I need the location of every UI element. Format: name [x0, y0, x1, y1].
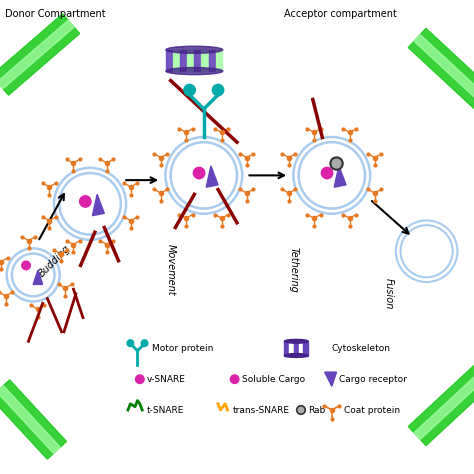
Text: Motor protein: Motor protein: [152, 344, 213, 353]
Bar: [201, 50, 208, 71]
Polygon shape: [206, 166, 218, 187]
Text: Soluble Cargo: Soluble Cargo: [242, 375, 305, 383]
Circle shape: [136, 375, 144, 383]
Bar: [294, 341, 298, 356]
Text: Fusion: Fusion: [383, 278, 394, 310]
Circle shape: [80, 196, 91, 207]
Bar: [216, 50, 222, 71]
Polygon shape: [414, 371, 474, 439]
Bar: [299, 341, 303, 356]
Circle shape: [330, 157, 343, 170]
Bar: [303, 341, 308, 356]
Ellipse shape: [284, 339, 308, 343]
Ellipse shape: [284, 354, 308, 357]
Circle shape: [212, 84, 224, 96]
Circle shape: [230, 375, 239, 383]
Text: trans-SNARE: trans-SNARE: [232, 406, 289, 414]
Text: Acceptor compartment: Acceptor compartment: [284, 9, 397, 19]
Bar: [289, 341, 293, 356]
Circle shape: [321, 167, 333, 179]
Circle shape: [22, 261, 30, 270]
Text: Budding: Budding: [36, 243, 73, 279]
Polygon shape: [325, 372, 337, 386]
Text: Movement: Movement: [165, 245, 176, 296]
Polygon shape: [33, 270, 43, 284]
Bar: [187, 50, 193, 71]
Bar: [166, 50, 172, 71]
Circle shape: [127, 340, 134, 346]
Polygon shape: [334, 166, 346, 187]
Polygon shape: [408, 28, 474, 109]
Ellipse shape: [166, 68, 223, 75]
Text: Cytoskeleton: Cytoskeleton: [332, 344, 391, 353]
Polygon shape: [0, 20, 74, 89]
Polygon shape: [0, 385, 60, 454]
Circle shape: [297, 406, 305, 414]
Circle shape: [184, 84, 195, 96]
Text: Coat protein: Coat protein: [344, 406, 400, 414]
Bar: [173, 50, 179, 71]
Polygon shape: [0, 14, 80, 95]
Text: Rab: Rab: [308, 406, 325, 414]
Circle shape: [193, 167, 205, 179]
Text: Cargo receptor: Cargo receptor: [339, 375, 407, 383]
Bar: [180, 50, 186, 71]
Text: Donor Compartment: Donor Compartment: [5, 9, 105, 19]
Text: v-SNARE: v-SNARE: [147, 375, 186, 383]
Polygon shape: [92, 194, 104, 216]
Text: t-SNARE: t-SNARE: [147, 406, 184, 414]
Polygon shape: [414, 35, 474, 103]
Circle shape: [141, 340, 148, 346]
Text: Tethering: Tethering: [289, 247, 299, 293]
Ellipse shape: [166, 46, 223, 54]
Bar: [284, 341, 289, 356]
Polygon shape: [408, 365, 474, 446]
Polygon shape: [0, 380, 66, 459]
Bar: [194, 50, 201, 71]
Bar: [209, 50, 215, 71]
